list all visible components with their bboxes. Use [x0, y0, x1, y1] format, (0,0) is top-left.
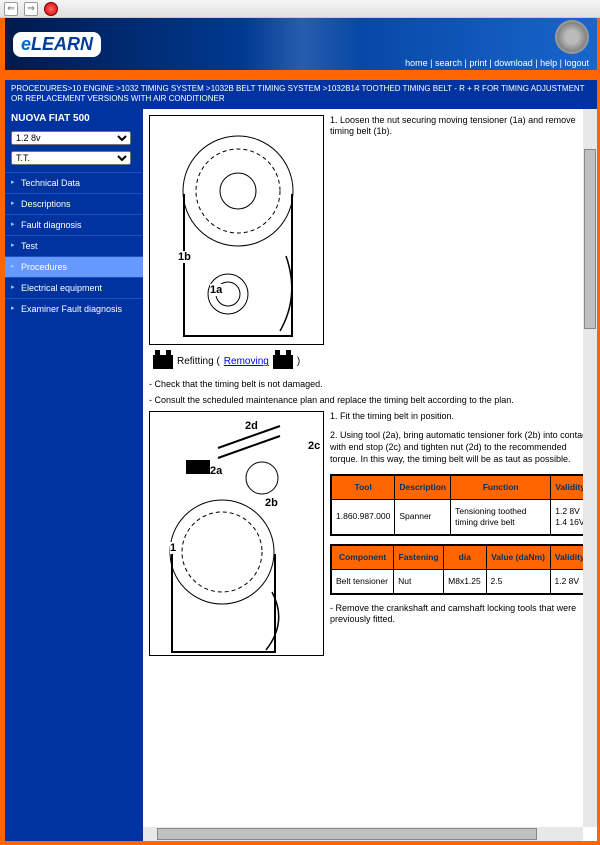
diagram-label: 1 — [170, 542, 176, 554]
th-tool: Tool — [331, 475, 395, 500]
fit-text: 1. Fit the timing belt in position. — [330, 411, 591, 423]
variant-select[interactable]: T.T. — [11, 151, 131, 165]
banner-image — [242, 18, 362, 70]
check-text: - Check that the timing belt is not dama… — [149, 379, 591, 389]
diagram-2: 2d 2c 2a 2b 1 — [149, 411, 324, 656]
component-table: Component Fastening dia Value (daNm) Val… — [330, 544, 591, 595]
bottom-orange — [5, 841, 597, 845]
vertical-scrollbar[interactable] — [583, 109, 597, 827]
th-desc: Description — [395, 475, 451, 500]
sidebar-item-descriptions[interactable]: Descriptions — [5, 193, 143, 214]
brand-badge-icon — [555, 20, 589, 54]
step2-text: 1. Fit the timing belt in position. 2. U… — [330, 411, 591, 632]
sidebar-menu: Technical Data Descriptions Fault diagno… — [5, 172, 143, 319]
diagram-1: 1b 1a — [149, 115, 324, 345]
step1-p: 1. Loosen the nut securing moving tensio… — [330, 115, 591, 138]
sidebar-item-fault[interactable]: Fault diagnosis — [5, 214, 143, 235]
sidebar-item-examiner[interactable]: Examiner Fault diagnosis — [5, 298, 143, 319]
remove-note: - Remove the crankshaft and camshaft loc… — [330, 603, 591, 626]
step1-text: 1. Loosen the nut securing moving tensio… — [330, 115, 591, 146]
consult-text: - Consult the scheduled maintenance plan… — [149, 395, 591, 405]
main-area: eLEARN home | search | print | download … — [5, 18, 597, 845]
header-banner: eLEARN home | search | print | download … — [5, 18, 597, 70]
nav-download[interactable]: download — [494, 58, 533, 68]
td2-fast: Nut — [394, 569, 444, 594]
diagram-label: 2d — [245, 420, 258, 432]
td-desc: Spanner — [395, 499, 451, 535]
content-row: NUOVA FIAT 500 1.2 8v T.T. Technical Dat… — [5, 109, 597, 841]
content-pane: 1b 1a 1. Loosen the nut securing moving t… — [143, 109, 597, 841]
tool-table: Tool Description Function Validity 1.860… — [330, 474, 591, 536]
refit-close: ) — [297, 356, 300, 367]
sidebar-item-test[interactable]: Test — [5, 235, 143, 256]
th2-comp: Component — [331, 545, 394, 570]
nav-print[interactable]: print — [469, 58, 487, 68]
content-inner: 1b 1a 1. Loosen the nut securing moving t… — [143, 109, 597, 670]
diagram-label: 1a — [210, 284, 222, 296]
th2-dia: dia — [444, 545, 486, 570]
td2-comp: Belt tensioner — [331, 569, 394, 594]
nav-search[interactable]: search — [435, 58, 462, 68]
sidebar-title: NUOVA FIAT 500 — [5, 109, 143, 128]
td2-dia: M8x1.25 — [444, 569, 486, 594]
sidebar-item-technical[interactable]: Technical Data — [5, 172, 143, 193]
diagram-label: 2a — [210, 465, 222, 477]
td-tool: 1.860.987.000 — [331, 499, 395, 535]
diagram-1-svg — [150, 116, 325, 346]
nav-help[interactable]: help — [540, 58, 557, 68]
nav-home[interactable]: home — [405, 58, 428, 68]
sidebar-item-electrical[interactable]: Electrical equipment — [5, 277, 143, 298]
banner-right: home | search | print | download | help … — [405, 20, 589, 68]
refit-row: Refitting ( Removing ) — [153, 355, 591, 369]
page-wrap: eLEARN home | search | print | download … — [0, 18, 600, 845]
sidebar: NUOVA FIAT 500 1.2 8v T.T. Technical Dat… — [5, 109, 143, 841]
window-titlebar: ⇐ ⇒ — [0, 0, 600, 18]
engine-select[interactable]: 1.2 8v — [11, 131, 131, 145]
step1-block: 1b 1a 1. Loosen the nut securing moving t… — [149, 115, 591, 345]
top-nav: home | search | print | download | help … — [405, 58, 589, 68]
th2-fast: Fastening — [394, 545, 444, 570]
horizontal-scrollbar[interactable] — [143, 827, 583, 841]
refit-label: Refitting ( — [177, 356, 220, 367]
step2-block: 2d 2c 2a 2b 1 1. Fit the timing belt in posi… — [149, 411, 591, 656]
nav-logout[interactable]: logout — [564, 58, 589, 68]
orange-separator — [5, 70, 597, 80]
close-icon[interactable] — [44, 2, 58, 16]
forward-button[interactable]: ⇒ — [24, 2, 38, 16]
diagram-2-svg — [150, 412, 325, 657]
breadcrumb: PROCEDURES>10 ENGINE >1032 TIMING SYSTEM… — [5, 80, 597, 109]
refit-icon — [153, 355, 173, 369]
td2-val: 2.5 — [486, 569, 550, 594]
diagram-label: 2b — [265, 497, 278, 509]
refit-icon-2 — [273, 355, 293, 369]
diagram-label: 1b — [178, 251, 191, 263]
removing-link[interactable]: Removing — [224, 356, 269, 367]
logo-main: LEARN — [31, 34, 93, 54]
step2-p: 2. Using tool (2a), bring automatic tens… — [330, 430, 591, 465]
diagram-label: 2c — [308, 440, 320, 452]
th2-val: Value (daNm) — [486, 545, 550, 570]
logo: eLEARN — [13, 32, 101, 57]
logo-prefix: e — [21, 34, 31, 54]
sidebar-item-procedures[interactable]: Procedures — [5, 256, 143, 277]
th-func: Function — [451, 475, 551, 500]
back-button[interactable]: ⇐ — [4, 2, 18, 16]
td-func: Tensioning toothed timing drive belt — [451, 499, 551, 535]
